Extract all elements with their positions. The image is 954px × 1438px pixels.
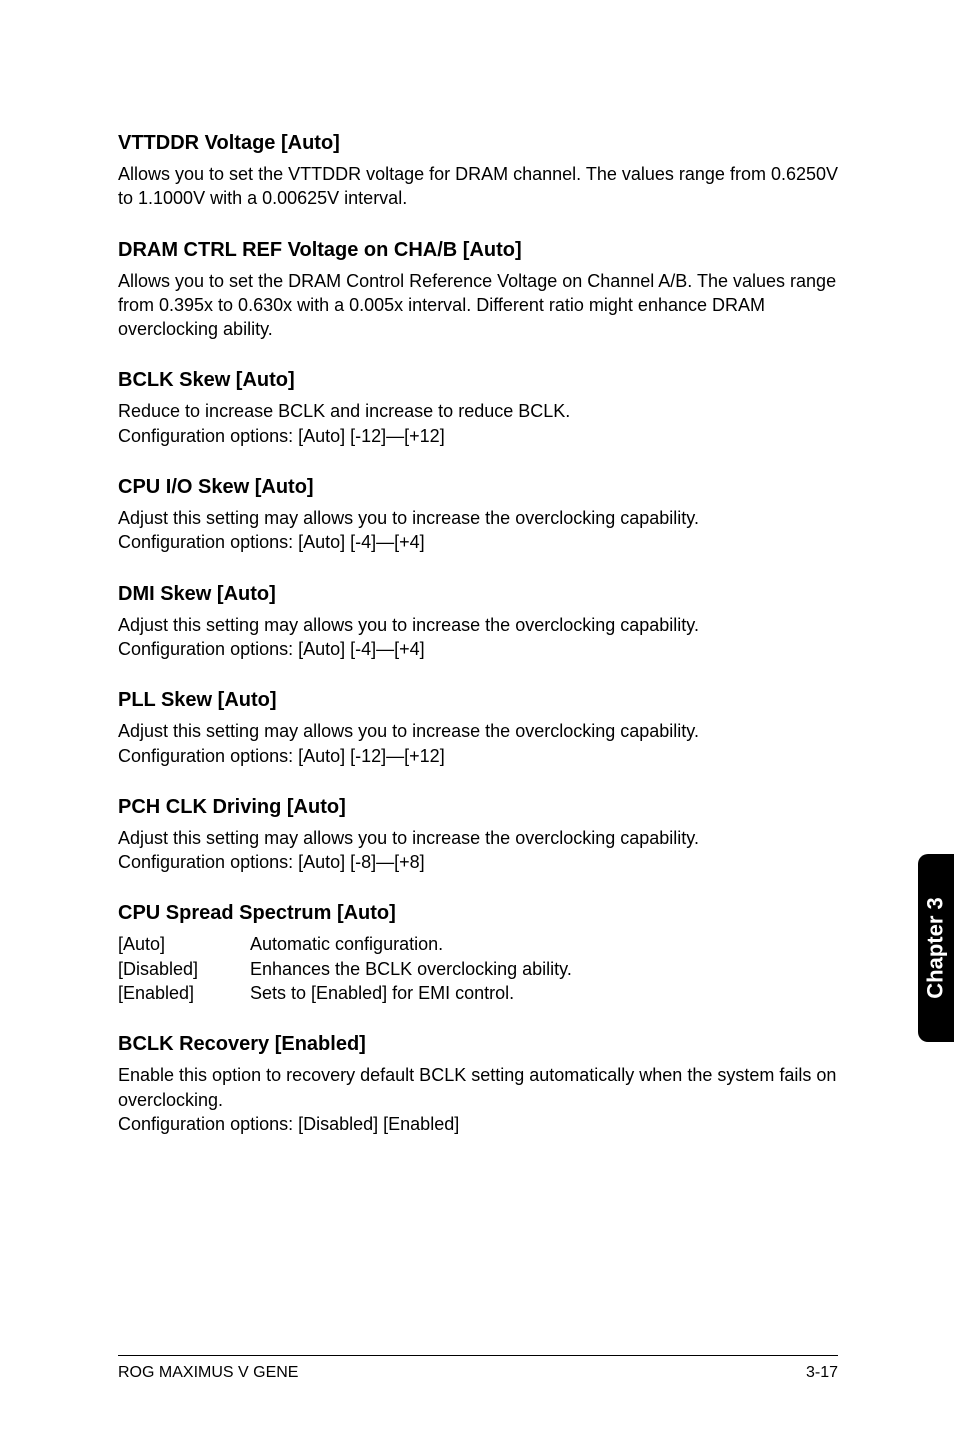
section-config: Configuration options: [Auto] [-4]—[+4] (118, 530, 838, 554)
chapter-tab-label: Chapter 3 (923, 897, 949, 998)
section-heading: VTTDDR Voltage [Auto] (118, 130, 838, 156)
section-heading: BCLK Recovery [Enabled] (118, 1031, 838, 1057)
page-content: VTTDDR Voltage [Auto] Allows you to set … (0, 0, 954, 1136)
section-bclk-skew: BCLK Skew [Auto] Reduce to increase BCLK… (118, 367, 838, 448)
section-dmi-skew: DMI Skew [Auto] Adjust this setting may … (118, 581, 838, 662)
section-config: Configuration options: [Auto] [-8]—[+8] (118, 850, 838, 874)
option-label: [Enabled] (118, 981, 250, 1005)
section-heading: DRAM CTRL REF Voltage on CHA/B [Auto] (118, 237, 838, 263)
section-vttddr-voltage: VTTDDR Voltage [Auto] Allows you to set … (118, 130, 838, 211)
section-config: Configuration options: [Auto] [-12]—[+12… (118, 744, 838, 768)
option-desc: Enhances the BCLK overclocking ability. (250, 957, 572, 981)
option-row: [Disabled] Enhances the BCLK overclockin… (118, 957, 838, 981)
option-label: [Auto] (118, 932, 250, 956)
section-heading: PCH CLK Driving [Auto] (118, 794, 838, 820)
section-body: Adjust this setting may allows you to in… (118, 826, 838, 850)
section-body: Adjust this setting may allows you to in… (118, 613, 838, 637)
page-footer: ROG MAXIMUS V GENE 3-17 (118, 1355, 838, 1382)
footer-left: ROG MAXIMUS V GENE (118, 1364, 298, 1382)
section-heading: BCLK Skew [Auto] (118, 367, 838, 393)
section-heading: CPU Spread Spectrum [Auto] (118, 900, 838, 926)
section-body: Allows you to set the VTTDDR voltage for… (118, 162, 838, 211)
section-config: Configuration options: [Auto] [-4]—[+4] (118, 637, 838, 661)
chapter-tab: Chapter 3 (918, 854, 954, 1042)
section-body: Enable this option to recovery default B… (118, 1063, 838, 1112)
section-heading: DMI Skew [Auto] (118, 581, 838, 607)
section-heading: CPU I/O Skew [Auto] (118, 474, 838, 500)
section-body: Adjust this setting may allows you to in… (118, 506, 838, 530)
option-row: [Enabled] Sets to [Enabled] for EMI cont… (118, 981, 838, 1005)
section-cpu-spread-spectrum: CPU Spread Spectrum [Auto] [Auto] Automa… (118, 900, 838, 1005)
section-dram-ctrl-ref-voltage: DRAM CTRL REF Voltage on CHA/B [Auto] Al… (118, 237, 838, 342)
section-config: Configuration options: [Auto] [-12]—[+12… (118, 424, 838, 448)
section-body: Allows you to set the DRAM Control Refer… (118, 269, 838, 342)
section-bclk-recovery: BCLK Recovery [Enabled] Enable this opti… (118, 1031, 838, 1136)
option-desc: Sets to [Enabled] for EMI control. (250, 981, 514, 1005)
footer-right: 3-17 (806, 1364, 838, 1382)
option-row: [Auto] Automatic configuration. (118, 932, 838, 956)
section-pll-skew: PLL Skew [Auto] Adjust this setting may … (118, 687, 838, 768)
section-heading: PLL Skew [Auto] (118, 687, 838, 713)
option-desc: Automatic configuration. (250, 932, 443, 956)
section-config: Configuration options: [Disabled] [Enabl… (118, 1112, 838, 1136)
section-body: Adjust this setting may allows you to in… (118, 719, 838, 743)
section-cpu-io-skew: CPU I/O Skew [Auto] Adjust this setting … (118, 474, 838, 555)
option-label: [Disabled] (118, 957, 250, 981)
section-pch-clk-driving: PCH CLK Driving [Auto] Adjust this setti… (118, 794, 838, 875)
section-body: Reduce to increase BCLK and increase to … (118, 399, 838, 423)
